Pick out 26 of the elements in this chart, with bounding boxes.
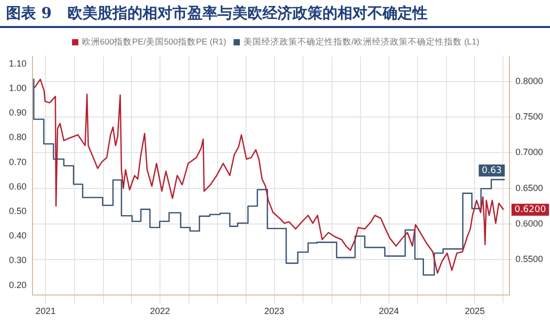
y2-tick-label: 0.6500 bbox=[515, 182, 544, 193]
legend-label: 欧洲600指数PE/美国500指数PE (R1) bbox=[82, 36, 226, 47]
chart-title: 图表 9 欧美股指的相对市盈率与美欧经济政策的相对不确定性 bbox=[0, 0, 550, 28]
x-tick-label: 2022 bbox=[150, 306, 170, 316]
y2-tick-label: 0.5500 bbox=[515, 254, 544, 264]
y-tick-label: 0.90 bbox=[8, 108, 27, 118]
y-tick-label: 0.70 bbox=[8, 156, 27, 167]
legend-label: 美国经济政策不确定性指数/欧洲经济政策不确定性指数 (L1) bbox=[243, 36, 480, 47]
y-tick-label: 0.50 bbox=[8, 206, 27, 216]
y-tick-label: 0.40 bbox=[8, 230, 27, 241]
x-tick-label: 2024 bbox=[378, 306, 399, 316]
y2-tick-label: 0.7000 bbox=[515, 147, 544, 158]
x-tick-label: 2023 bbox=[264, 306, 284, 316]
y-tick-label: 0.60 bbox=[8, 181, 27, 192]
y-tick-label: 0.80 bbox=[8, 132, 27, 142]
y2-tick-label: 0.8000 bbox=[515, 76, 544, 86]
data-label: 0.63 bbox=[482, 166, 502, 176]
y-tick-label: 1.10 bbox=[8, 58, 27, 68]
y-tick-label: 0.30 bbox=[8, 255, 27, 266]
y-tick-label: 1.00 bbox=[8, 82, 27, 93]
data-label: 0.6200 bbox=[514, 205, 546, 216]
x-tick-label: 2021 bbox=[36, 306, 56, 316]
x-tick-label: 2025 bbox=[464, 306, 485, 316]
y-tick-label: 0.20 bbox=[8, 280, 27, 290]
y2-tick-label: 0.7500 bbox=[515, 112, 544, 122]
y2-tick-label: 0.6000 bbox=[515, 218, 544, 228]
